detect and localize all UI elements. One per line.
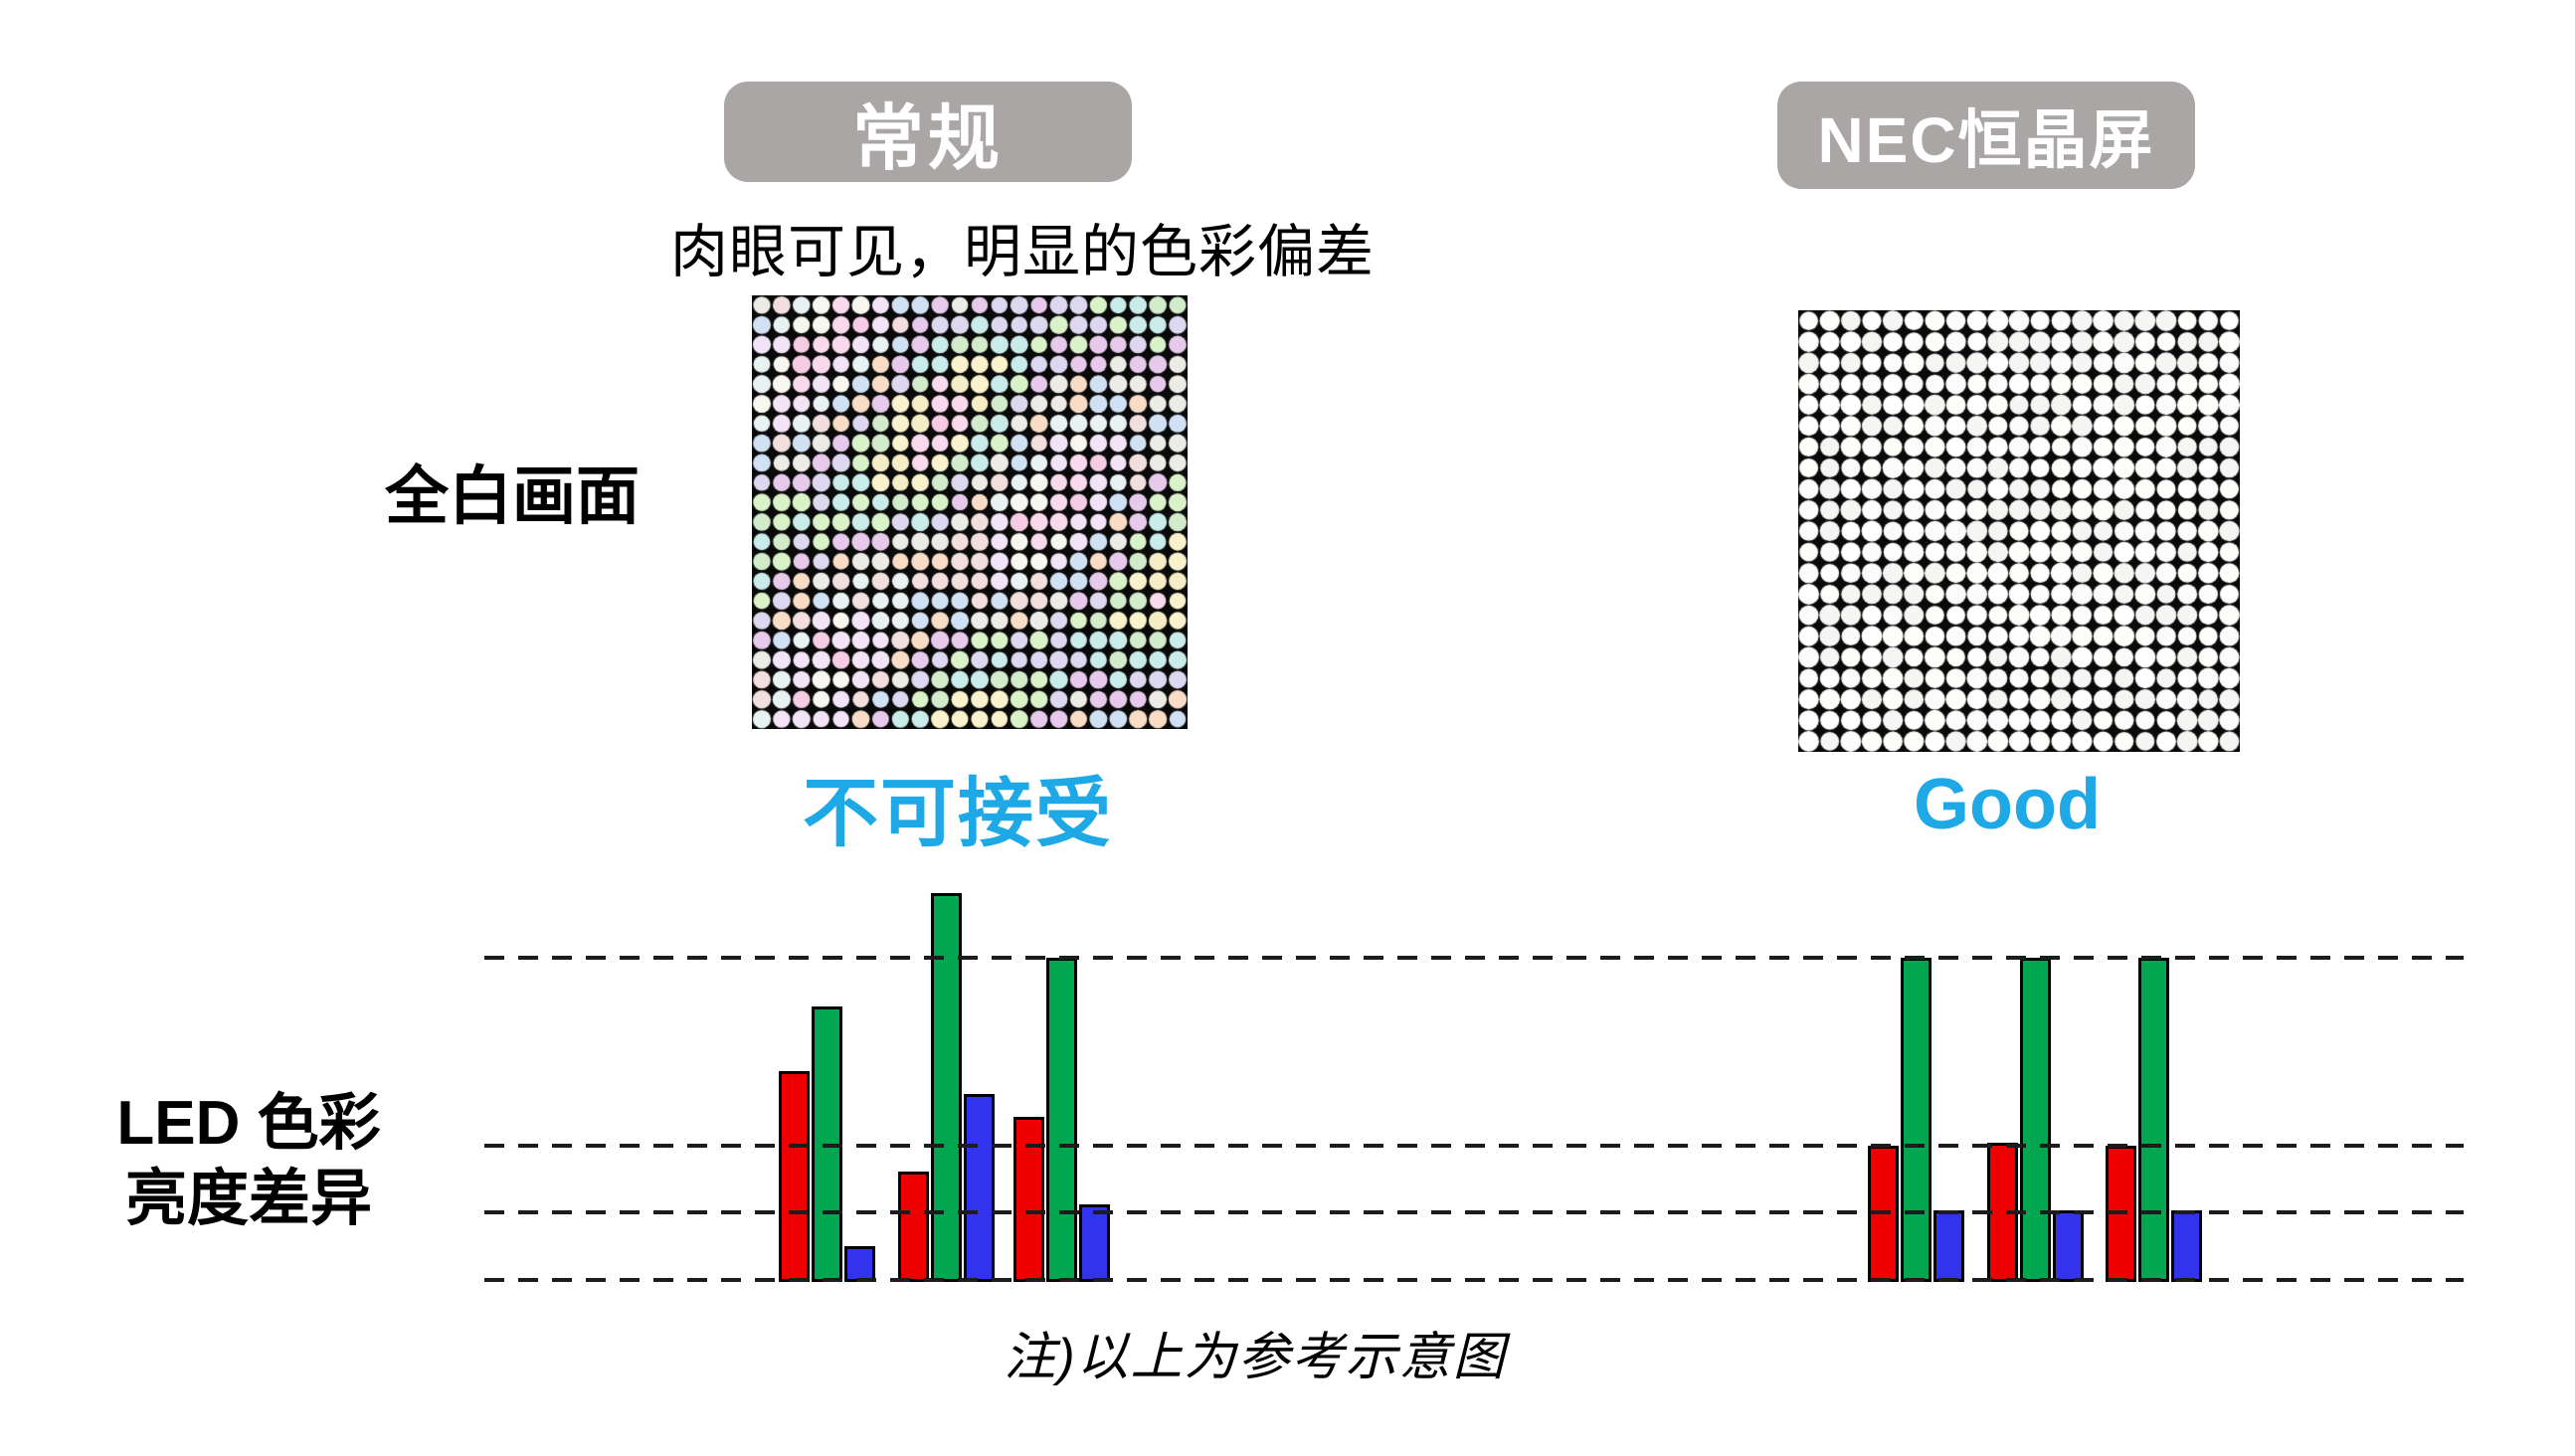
row-label-led-brightness: LED 色彩 亮度差异 [116,1089,381,1233]
bar-g-NEC恒晶屏-LED 2 [2020,958,2051,1282]
bar-b-NEC恒晶屏-LED 2 [2053,1210,2084,1282]
gridline-0 [484,1278,2464,1282]
bar-b-常规-LED 3 [1079,1204,1110,1282]
header-badge-nec: NEC恒晶屏 [1777,82,2195,189]
bar-g-NEC恒晶屏-LED 3 [2138,958,2169,1282]
bar-b-NEC恒晶屏-LED 1 [1933,1210,1964,1282]
verdict-good: Good [1914,765,2101,844]
bar-b-常规-LED 1 [844,1246,875,1282]
row-label-white-screen: 全白画面 [385,460,640,532]
header-badge-conventional-label: 常规 [851,99,1004,179]
led-matrix-conventional [752,295,1188,729]
gridline-42 [484,1144,2464,1148]
verdict-unacceptable: 不可接受 [803,772,1113,856]
led-matrix-nec [1798,310,2240,752]
bar-r-常规-LED 2 [898,1172,929,1282]
header-badge-conventional: 常规 [724,82,1132,182]
brightness-comparison-chart [484,844,2464,1282]
color-deviation-caption: 肉眼可见，明显的色彩偏差 [669,220,1375,284]
gridline-100 [484,956,2464,960]
bar-b-NEC恒晶屏-LED 3 [2171,1210,2202,1282]
bar-g-常规-LED 3 [1046,958,1077,1282]
bar-r-常规-LED 3 [1013,1117,1044,1282]
footnote: 注)以上为参考示意图 [1004,1329,1507,1386]
bar-g-NEC恒晶屏-LED 1 [1901,958,1931,1282]
bar-r-常规-LED 1 [779,1071,810,1282]
header-badge-nec-label: NEC恒晶屏 [1817,104,2155,176]
bar-b-常规-LED 2 [964,1094,995,1282]
bar-g-常规-LED 2 [931,893,962,1282]
gridline-21.5 [484,1210,2464,1214]
